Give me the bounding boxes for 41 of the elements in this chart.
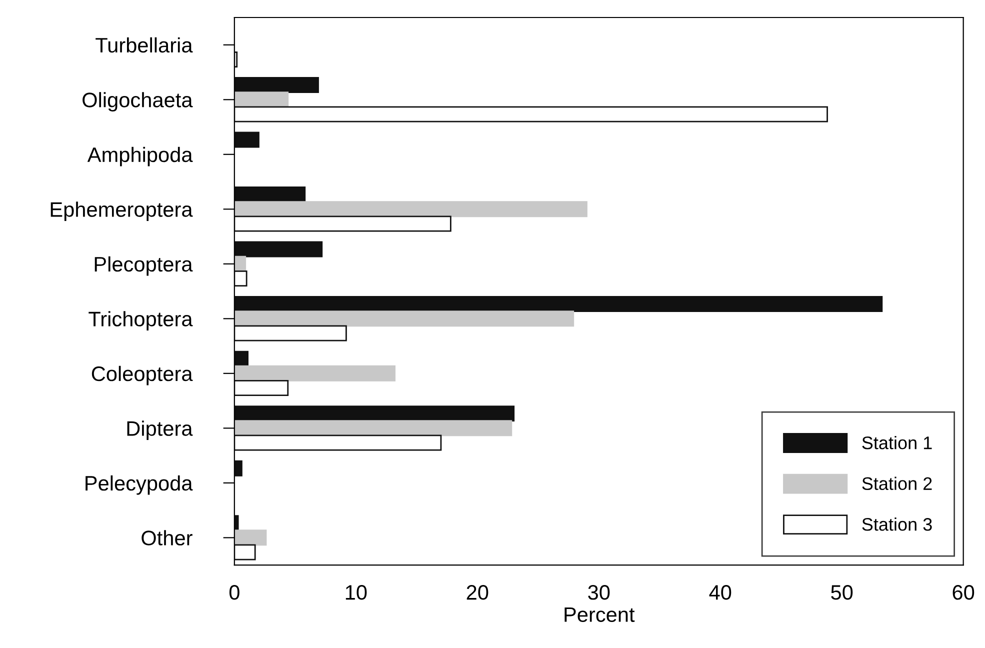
legend-label: Station 1 (862, 436, 932, 450)
y-tick-label: Other (142, 530, 192, 546)
bar (234, 325, 347, 342)
x-tick-label: 10 (346, 585, 367, 600)
legend-label: Station 3 (862, 518, 932, 531)
x-tick-label: 60 (952, 585, 974, 600)
bar (234, 216, 452, 232)
x-tick-label: 50 (831, 585, 853, 600)
bar (234, 544, 256, 560)
x-axis-title: Percent (564, 607, 635, 622)
bar (234, 420, 512, 436)
y-tick-label: Diptera (127, 420, 193, 440)
bar (234, 132, 260, 148)
x-tick-label: 30 (588, 585, 610, 600)
y-tick-label: Plecoptera (94, 256, 193, 276)
bar (234, 296, 883, 312)
x-tick-label: 20 (466, 585, 488, 600)
y-tick-label: Amphipoda (87, 146, 193, 166)
x-tick-label: 0 (229, 585, 240, 600)
bar (234, 92, 289, 108)
y-tick-label: Turbellaria (96, 37, 193, 53)
bar (234, 365, 396, 382)
bar (234, 201, 588, 218)
bar (234, 106, 828, 122)
bar (234, 380, 289, 396)
bar (234, 270, 248, 286)
bar (234, 434, 442, 451)
bar (234, 530, 267, 546)
y-tick-label: Pelecypoda (86, 475, 193, 495)
bar (234, 460, 242, 476)
y-tick-label: Oligochaeta (82, 92, 193, 112)
bar (234, 310, 574, 327)
y-tick-label: Trichoptera (88, 311, 193, 331)
bar (234, 406, 515, 422)
y-tick-label: Coleoptera (92, 366, 193, 386)
x-tick-label: 40 (709, 585, 732, 600)
y-tick-label: Ephemeroptera (50, 202, 193, 222)
bar (234, 186, 306, 203)
legend-label: Station 2 (862, 476, 932, 490)
bar (234, 77, 319, 94)
bar (234, 241, 323, 258)
